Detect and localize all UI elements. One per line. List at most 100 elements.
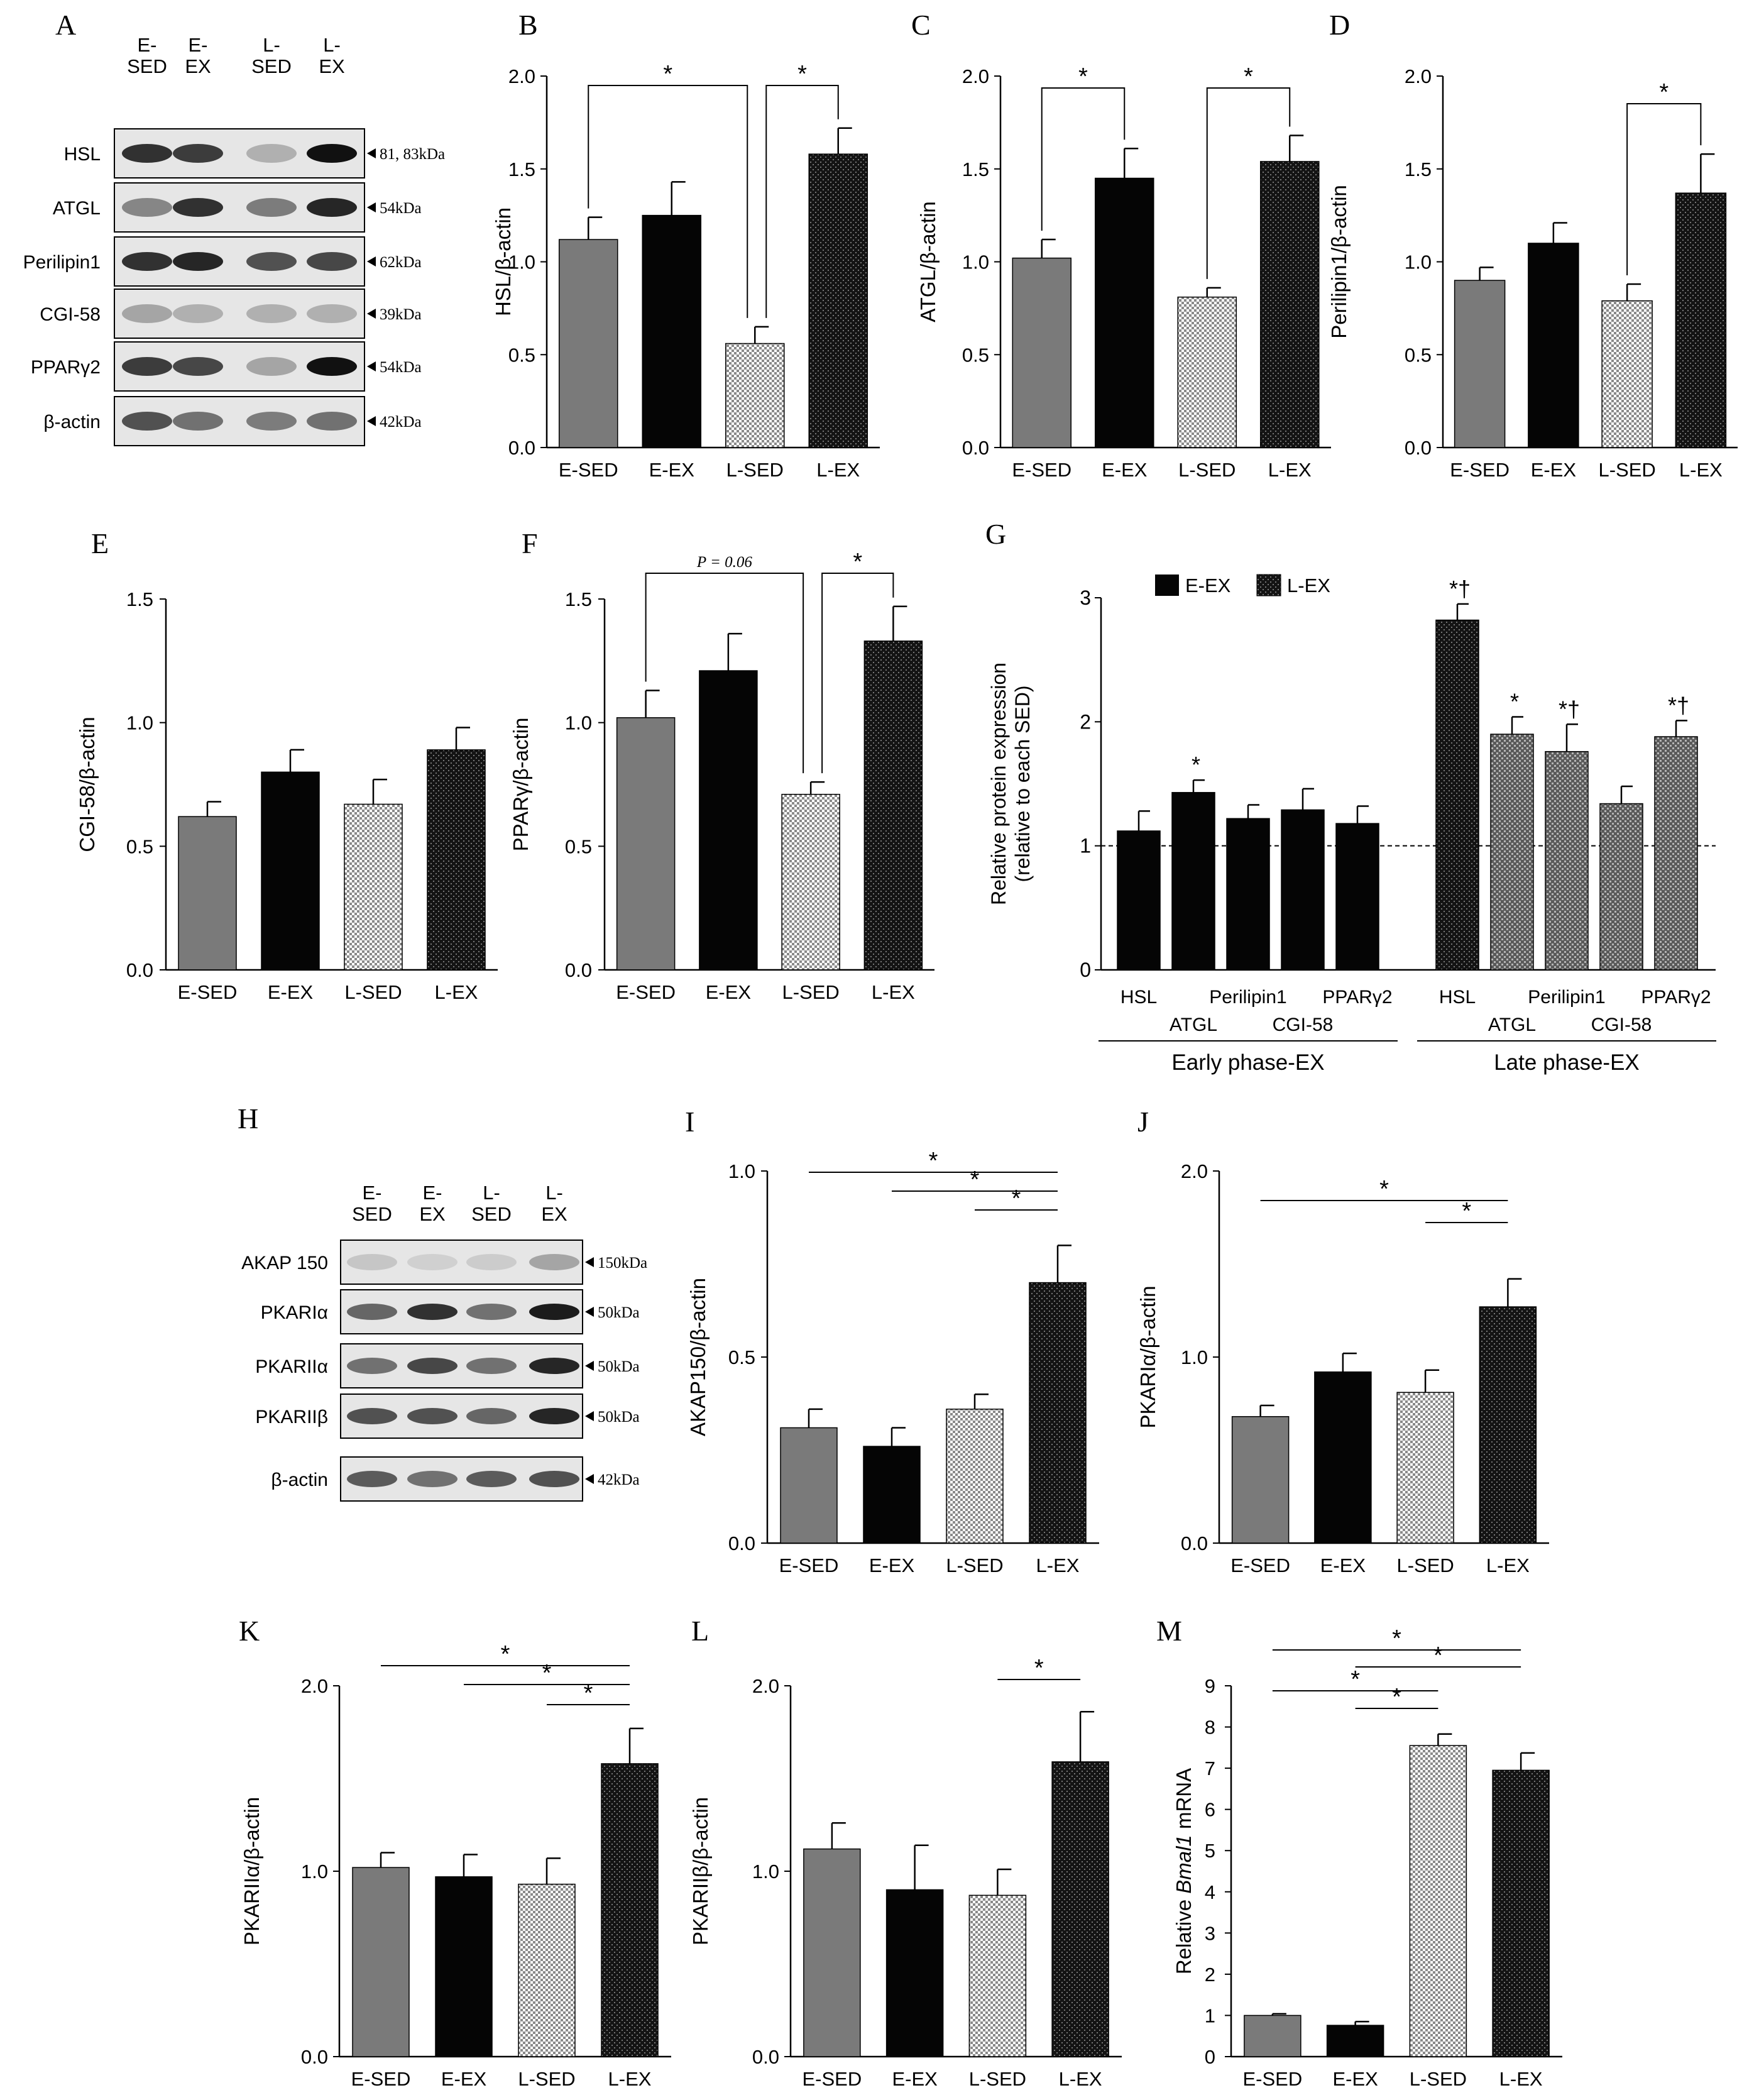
lane-label: L- <box>483 1182 500 1204</box>
x-tick-label: L-SED <box>1396 1554 1454 1576</box>
y-tick-label: 0 <box>1205 2046 1215 2068</box>
chart-i: I 0.0 0.5 1.0 AKAP150/β-actin E-SED E-EX L-SED L… <box>685 1106 1099 1576</box>
y-axis-label: PKARIα/β-actin <box>1136 1286 1159 1429</box>
blot-band <box>347 1408 397 1424</box>
y-axis-label: AKAP150/β-actin <box>686 1278 710 1436</box>
x-tick-label: PPARγ2 <box>1641 987 1711 1008</box>
significance-star: * <box>1351 1666 1360 1693</box>
protein-label: PKARIIβ <box>255 1407 328 1427</box>
significance-marker: * <box>1510 688 1519 714</box>
blot-band <box>407 1471 458 1487</box>
panel-letter: M <box>1156 1615 1182 1647</box>
legend-label: E-EX <box>1185 574 1231 596</box>
protein-label: β-actin <box>271 1470 328 1490</box>
bar-e-sed <box>352 1867 410 2057</box>
blot-band <box>529 1471 579 1487</box>
y-tick-label: 1 <box>1205 2004 1215 2026</box>
y-tick-label: 1.0 <box>508 251 535 273</box>
significance-star: * <box>929 1148 938 1174</box>
bar-e-ex <box>1314 1371 1372 1544</box>
marker-arrow-icon <box>585 1474 594 1484</box>
significance-marker: *† <box>1559 696 1580 722</box>
lane-label: E- <box>138 34 157 56</box>
protein-label: PKARIIα <box>255 1356 328 1377</box>
y-tick-label: 0.0 <box>752 2046 779 2068</box>
y-tick-label: 1.5 <box>962 158 989 180</box>
x-tick-label: L-EX <box>1059 2068 1102 2090</box>
y-tick-label: 0.0 <box>565 959 592 981</box>
x-tick-label: E-SED <box>1012 459 1071 481</box>
y-tick-label: 1.0 <box>962 251 989 273</box>
blot-band <box>173 412 223 431</box>
bar-hsl <box>1117 830 1161 970</box>
y-tick-label: 0.5 <box>565 835 592 857</box>
significance-star: * <box>1392 1625 1401 1652</box>
blot-band <box>407 1254 458 1270</box>
bar-l-ex <box>863 640 923 970</box>
y-tick-label: 3 <box>1205 1922 1215 1944</box>
size-label: 42kDa <box>380 414 422 431</box>
x-tick-label: E-EX <box>1531 459 1577 481</box>
lane-label: L- <box>323 34 341 56</box>
bar-l-ex <box>808 153 868 448</box>
x-tick-label: L-EX <box>608 2068 652 2090</box>
y-tick-label: 0 <box>1080 959 1091 981</box>
x-tick-label: E-EX <box>441 2068 487 2090</box>
bar-l-sed <box>725 343 785 448</box>
x-tick-label: E-EX <box>892 2068 938 2090</box>
x-tick-label: ATGL <box>1170 1014 1217 1035</box>
significance-p-value: P = 0.06 <box>696 554 752 571</box>
bar-e-sed <box>803 1848 861 2057</box>
blot-band <box>122 357 172 376</box>
marker-arrow-icon <box>585 1307 594 1317</box>
blot-band <box>307 198 357 217</box>
blot-band <box>347 1358 397 1374</box>
bar-cgi-58 <box>1599 803 1643 970</box>
blot-band <box>466 1254 517 1270</box>
y-tick-label: 2.0 <box>1405 65 1432 87</box>
bar-e-sed <box>559 239 618 448</box>
y-axis-label: PKARIIα/β-actin <box>240 1797 263 1945</box>
bar-l-sed <box>781 793 840 970</box>
significance-star: * <box>542 1660 552 1686</box>
y-axis-label: CGI-58/β-actin <box>75 717 99 852</box>
bar-e-ex <box>1528 243 1579 448</box>
blot-band <box>307 144 357 163</box>
bar-e-sed <box>1244 2015 1301 2057</box>
lane-label: E- <box>423 1182 442 1204</box>
blot-band <box>466 1304 517 1320</box>
bar-l-ex <box>1260 161 1320 448</box>
blot-band <box>307 304 357 323</box>
blot-band <box>122 304 172 323</box>
x-tick-label: L-EX <box>1268 459 1312 481</box>
significance-star: * <box>970 1167 980 1193</box>
bar-pparγ2 <box>1654 736 1698 970</box>
x-tick-label: L-SED <box>344 981 402 1003</box>
size-label: 50kDa <box>598 1304 640 1321</box>
x-tick-label: E-EX <box>1332 2068 1378 2090</box>
bar-e-sed <box>1012 257 1071 448</box>
bar-l-ex <box>601 1763 659 2057</box>
blot-band <box>246 252 297 271</box>
y-axis-label: Perilipin1/β-actin <box>1327 185 1351 339</box>
bar-e-ex <box>863 1446 921 1544</box>
y-tick-label: 3 <box>1080 586 1091 609</box>
chart-d: D 0.0 0.5 1.0 1.5 2.0 Perilipin1/β-actin E-SED E… <box>1327 9 1738 481</box>
significance-star: * <box>501 1641 510 1668</box>
x-tick-label: L-EX <box>1486 1554 1530 1576</box>
panel-letter: F <box>522 527 538 559</box>
x-tick-label: L-EX <box>1679 459 1723 481</box>
legend-label: L-EX <box>1287 574 1330 596</box>
chart-j: J 0.0 1.0 2.0 PKARIα/β-actin E-SED E-EX L-SED L-… <box>1136 1106 1549 1576</box>
y-tick-label: 0.0 <box>301 2046 328 2068</box>
x-tick-label: E-SED <box>559 459 618 481</box>
blot-band <box>529 1304 579 1320</box>
blot-strip <box>114 289 365 339</box>
bar-l-sed <box>968 1894 1027 2057</box>
y-tick-label: 0.5 <box>962 344 989 366</box>
lane-label: EX <box>319 55 345 77</box>
chart-g: G 0 1 2 3 Relative protein expression (relativ… <box>985 518 1716 1075</box>
